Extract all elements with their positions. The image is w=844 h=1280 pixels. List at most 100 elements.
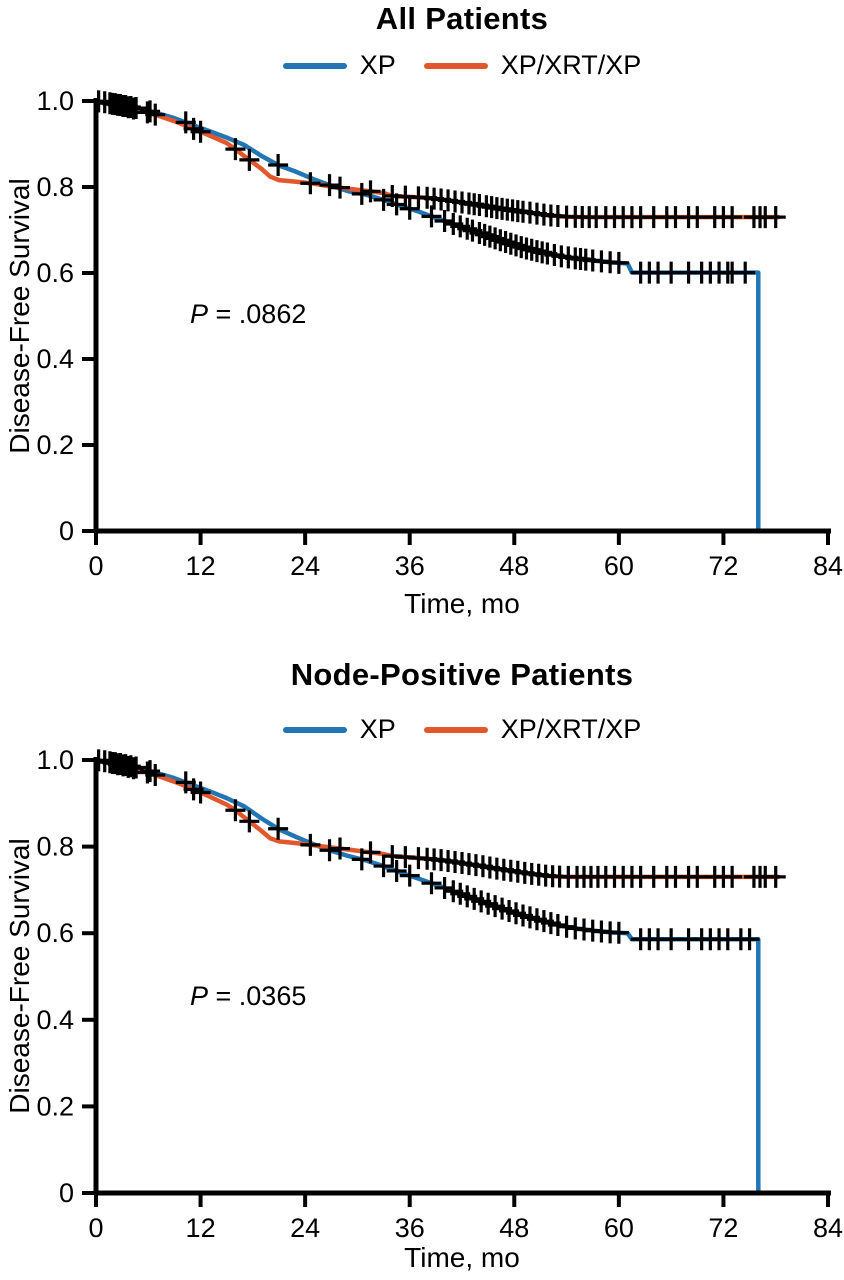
censor-mark [300, 833, 321, 856]
censor-mark [474, 223, 495, 246]
censor-mark [421, 205, 442, 228]
censor-mark [239, 810, 260, 833]
censor-mark [434, 209, 455, 232]
xp-xrt-xp-line-swatch [423, 726, 488, 733]
censor-mark [330, 176, 350, 199]
censor-mark [399, 864, 420, 887]
censor-mark [123, 97, 144, 120]
censor-mark [495, 231, 516, 254]
censor-mark [225, 799, 246, 822]
censor-mark [319, 174, 340, 197]
censor-mark [300, 172, 321, 195]
xp-xrt-xp-legend-label: XP/XRT/XP [500, 714, 642, 744]
x-tick-label: 48 [499, 1213, 529, 1243]
panel2-legend-item-xp: XP [282, 714, 396, 745]
panel2-y-axis-label: Disease-Free Survival [4, 838, 35, 1114]
x-tick-label: 24 [290, 1213, 320, 1243]
y-tick-label: 0.2 [36, 430, 74, 460]
x-tick-label: 12 [186, 551, 216, 581]
x-tick-label: 84 [813, 1213, 843, 1243]
censor-mark [479, 225, 500, 248]
panel2-legend: XP XP/XRT/XP [96, 714, 828, 745]
panel1-p-value: P = .0862 [190, 299, 306, 330]
x-tick-label: 60 [604, 551, 634, 581]
y-tick-label: 0 [59, 1178, 74, 1208]
censor-mark [360, 180, 381, 203]
xp-line-swatch [282, 726, 347, 733]
y-tick-label: 0.6 [36, 918, 74, 948]
panel2-legend-item-xp-xrt-xp: XP/XRT/XP [423, 714, 642, 745]
xp-legend-label: XP [359, 714, 396, 744]
x-tick-label: 0 [88, 1213, 103, 1243]
xp-legend-label: XP [359, 50, 396, 80]
y-tick-label: 0.8 [36, 832, 74, 862]
censor-mark [268, 154, 289, 177]
censor-mark [239, 148, 260, 171]
x-tick-label: 60 [604, 1213, 634, 1243]
censor-mark [145, 764, 166, 787]
x-tick-label: 72 [708, 1213, 738, 1243]
p-value-text: = .0862 [208, 299, 307, 329]
xp-curve [93, 757, 761, 1196]
panel1-legend-item-xp: XP [282, 50, 396, 81]
y-tick-label: 1.0 [36, 86, 74, 116]
censor-mark [765, 865, 786, 888]
panel1-legend-item-xp-xrt-xp: XP/XRT/XP [423, 50, 642, 81]
y-tick-label: 1.0 [36, 745, 74, 775]
censor-mark [319, 839, 340, 862]
censor-mark [190, 120, 211, 143]
y-tick-label: 0.8 [36, 172, 74, 202]
p-value-text: = .0365 [208, 981, 307, 1011]
censor-mark [434, 876, 455, 899]
panel2-x-axis-label: Time, mo [404, 1242, 520, 1273]
x-tick-label: 72 [708, 551, 738, 581]
y-tick-label: 0.4 [36, 344, 74, 374]
censor-mark [661, 261, 682, 284]
censor-mark [268, 817, 289, 840]
censor-mark [687, 865, 708, 888]
censor-mark [123, 757, 144, 780]
x-tick-label: 36 [395, 1213, 425, 1243]
y-tick-label: 0.6 [36, 258, 74, 288]
panel2-title: Node-Positive Patients [290, 657, 634, 692]
censor-mark [351, 182, 372, 205]
censor-mark [547, 913, 568, 936]
censor-mark [360, 841, 381, 864]
censor-mark [225, 138, 246, 161]
censor-mark [739, 928, 760, 951]
censor-mark [421, 872, 442, 895]
censor-mark [506, 234, 527, 257]
xp-line-swatch [282, 62, 347, 69]
x-tick-label: 36 [395, 551, 425, 581]
xp-xrt-xp-legend-label: XP/XRT/XP [500, 50, 642, 80]
censor-mark [687, 206, 708, 229]
panel1-y-axis-label: Disease-Free Survival [4, 178, 35, 454]
censor-mark [608, 921, 629, 944]
censor-mark [735, 261, 756, 284]
censor-mark [765, 206, 786, 229]
censor-mark [608, 251, 629, 274]
censor-mark [500, 232, 521, 255]
censor-mark [373, 855, 394, 878]
censor-mark [386, 859, 407, 882]
censor-mark [485, 227, 506, 250]
censor-mark [556, 915, 577, 938]
censor-mark [373, 188, 394, 211]
p-symbol: P [190, 299, 209, 329]
censor-mark [722, 206, 743, 229]
x-tick-label: 84 [813, 551, 843, 581]
x-tick-label: 12 [186, 1213, 216, 1243]
censor-mark [190, 781, 211, 804]
censor-mark [722, 865, 743, 888]
y-tick-label: 0 [59, 516, 74, 546]
panel2-p-value: P = .0365 [190, 981, 306, 1012]
censor-mark [661, 928, 682, 951]
x-tick-label: 0 [88, 551, 103, 581]
censor-mark [399, 197, 420, 220]
y-tick-label: 0.4 [36, 1005, 74, 1035]
censor-mark [330, 837, 350, 860]
panel1-legend: XP XP/XRT/XP [96, 50, 828, 81]
censor-mark [490, 229, 511, 252]
